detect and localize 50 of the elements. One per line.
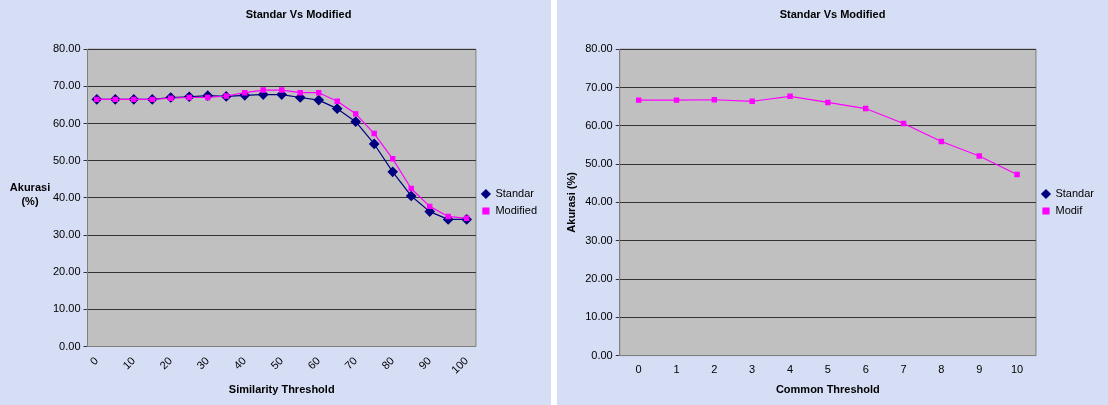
- y-tick-label: 80.00: [585, 42, 613, 55]
- y-tick-label: 60.00: [585, 118, 613, 131]
- x-tick-label: 40: [231, 354, 249, 372]
- x-tick-label: 0: [635, 363, 642, 376]
- y-tick-label: 40.00: [585, 195, 613, 208]
- y-tick-label: 50.00: [585, 157, 613, 170]
- x-tick-label: 90: [416, 354, 434, 372]
- x-tick-label: 100: [448, 354, 471, 376]
- y-tick-label: 70.00: [53, 79, 81, 92]
- legend-label: Standar: [495, 187, 535, 200]
- x-tick-label: 7: [900, 363, 907, 376]
- y-tick-label: 30.00: [53, 228, 81, 241]
- x-tick-label: 1: [673, 363, 680, 376]
- y-tick-label: 70.00: [585, 80, 613, 93]
- y-axis-title: Akurasi (%): [564, 171, 577, 233]
- y-tick-label: 20.00: [53, 265, 81, 278]
- legend-label: Standar: [1055, 187, 1095, 200]
- x-tick-label: 50: [268, 354, 286, 372]
- x-tick-label: 10: [1010, 363, 1024, 376]
- y-tick-label: 0.00: [59, 339, 81, 352]
- x-axis-title: Common Threshold: [775, 383, 880, 396]
- x-tick-label: 60: [305, 354, 323, 372]
- legend-label: Modif: [1055, 204, 1084, 217]
- x-tick-label: 10: [120, 354, 138, 372]
- x-tick-label: 6: [862, 363, 869, 376]
- x-tick-label: 80: [379, 354, 397, 372]
- x-tick-label: 2: [711, 363, 718, 376]
- y-axis-title: Akurasi (%): [9, 180, 51, 207]
- y-tick-label: 10.00: [585, 310, 613, 323]
- legend-label: Modified: [495, 204, 537, 217]
- y-tick-label: 40.00: [53, 190, 81, 203]
- x-tick-label: 9: [976, 363, 983, 376]
- x-axis-title: Similarity Threshold: [228, 383, 335, 396]
- y-tick-label: 20.00: [585, 272, 613, 285]
- y-tick-label: 0.00: [591, 348, 613, 361]
- x-tick-label: 30: [194, 354, 212, 372]
- y-tick-label: 60.00: [53, 116, 81, 129]
- chart-title: Standar Vs Modified: [245, 7, 352, 20]
- y-tick-label: 30.00: [585, 233, 613, 246]
- x-tick-label: 4: [786, 363, 794, 376]
- x-tick-label: 70: [342, 354, 360, 372]
- x-tick-label: 5: [824, 363, 831, 376]
- x-tick-label: 0: [87, 354, 101, 368]
- y-tick-label: 80.00: [53, 42, 81, 55]
- x-tick-label: 3: [749, 363, 756, 376]
- y-tick-label: 50.00: [53, 153, 81, 166]
- x-tick-label: 20: [157, 354, 175, 372]
- y-tick-label: 10.00: [53, 302, 81, 315]
- chart-title: Standar Vs Modified: [779, 7, 886, 20]
- x-tick-label: 8: [938, 363, 945, 376]
